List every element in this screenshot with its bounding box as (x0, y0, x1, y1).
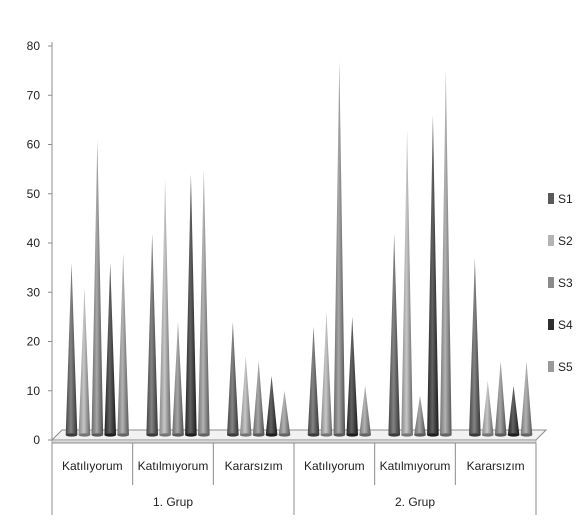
y-tick-label: 10 (27, 384, 41, 398)
bar-base-s5-cat-6 (520, 433, 533, 437)
bar-base-s1-cat-1 (65, 433, 78, 437)
bar-base-s3-cat-3 (252, 433, 265, 437)
x-category-label: Katılıyorum (62, 459, 123, 473)
y-tick-label: 60 (27, 138, 41, 152)
legend-swatch-s3 (548, 277, 554, 288)
y-tick-label: 30 (27, 285, 41, 299)
legend-swatch-s2 (548, 235, 554, 246)
bar-base-s3-cat-5 (414, 433, 426, 437)
legend: S1 S2 S3 S4 S5 (548, 192, 573, 374)
bar-base-s1-cat-4 (307, 433, 320, 437)
bar-base-s2-cat-6 (481, 433, 494, 437)
legend-swatch-s5 (548, 361, 554, 372)
bar-base-s4-cat-4 (346, 433, 359, 437)
x-category-label: Kararsızım (225, 459, 283, 473)
x-group-label: 2. Grup (395, 495, 435, 509)
bar-s5-cat-5 (440, 70, 452, 436)
legend-label-s2: S2 (558, 234, 573, 248)
y-tick-label: 20 (27, 335, 41, 349)
y-tick-label: 40 (27, 236, 41, 250)
legend-label-s1: S1 (558, 192, 573, 206)
bar-base-s1-cat-3 (227, 433, 239, 437)
bar-base-s4-cat-5 (427, 433, 439, 437)
x-category-label: Katılıyorum (304, 459, 365, 473)
bar-s1-cat-1 (65, 262, 78, 435)
bar-base-s4-cat-3 (265, 433, 278, 437)
y-tick-label: 80 (27, 39, 41, 53)
bar-s3-cat-2 (172, 321, 184, 435)
bar-s2-cat-5 (401, 129, 413, 435)
bar-s3-cat-5 (414, 395, 426, 435)
legend-swatch-s1 (548, 193, 554, 204)
bar-base-s2-cat-3 (239, 433, 252, 437)
bar-base-s5-cat-1 (117, 433, 129, 437)
legend-label-s4: S4 (558, 318, 573, 332)
bar-base-s4-cat-1 (104, 433, 117, 437)
bar-s2-cat-2 (159, 178, 171, 435)
x-axis: Katılıyorum Katılmıyorum Kararsızım Katılıy… (51, 442, 537, 515)
bar-base-s4-cat-6 (507, 433, 520, 437)
bar-base-s5-cat-3 (278, 433, 291, 437)
bar-s1-cat-2 (146, 233, 158, 435)
y-tick-label: 0 (33, 433, 40, 447)
axes: 0 10 20 30 40 50 60 70 80 (27, 39, 53, 447)
bar-base-s3-cat-2 (172, 433, 184, 437)
bar-s5-cat-3 (278, 390, 291, 435)
bar-base-s1-cat-6 (469, 433, 481, 437)
bar-s3-cat-1 (91, 139, 104, 435)
x-category-label: Katılmıyorum (138, 459, 209, 473)
bar-s1-cat-4 (307, 326, 320, 435)
bar-s3-cat-6 (494, 361, 507, 435)
bar-s4-cat-3 (265, 375, 278, 435)
bar-s1-cat-5 (388, 233, 400, 435)
legend-label-s3: S3 (558, 276, 573, 290)
bar-s2-cat-4 (320, 311, 333, 435)
bar-s4-cat-1 (104, 262, 117, 435)
bar-base-s2-cat-1 (78, 433, 91, 437)
bars (65, 60, 533, 437)
bar-base-s5-cat-5 (440, 433, 452, 437)
x-category-label: Katılmıyorum (380, 459, 451, 473)
x-category-label: Kararsızım (467, 459, 525, 473)
bar-base-s2-cat-4 (320, 433, 333, 437)
bar-base-s2-cat-5 (401, 433, 413, 437)
bar-base-s5-cat-4 (359, 433, 371, 437)
bar-base-s2-cat-2 (159, 433, 171, 437)
bar-s5-cat-6 (520, 361, 533, 435)
y-tick-label: 70 (27, 88, 41, 102)
bar-base-s3-cat-1 (91, 433, 104, 437)
bar-s1-cat-6 (469, 257, 481, 435)
bar-s4-cat-6 (507, 385, 520, 435)
bar-base-s4-cat-2 (185, 433, 197, 437)
bar-s1-cat-3 (227, 321, 239, 435)
bar-base-s5-cat-2 (198, 433, 210, 437)
bar-s5-cat-2 (198, 169, 210, 436)
bar-s4-cat-5 (427, 114, 439, 435)
bar-base-s1-cat-2 (146, 433, 158, 437)
bar-s5-cat-4 (359, 385, 371, 435)
bar-base-s3-cat-6 (494, 433, 507, 437)
bar-s4-cat-2 (185, 173, 197, 435)
y-tick-label: 50 (27, 187, 41, 201)
bar-s3-cat-3 (252, 361, 265, 435)
bar-s4-cat-4 (346, 316, 359, 435)
bar-s2-cat-3 (239, 356, 252, 435)
legend-swatch-s4 (548, 319, 554, 330)
bar-s2-cat-1 (78, 287, 91, 435)
x-group-label: 1. Grup (153, 495, 193, 509)
bar-base-s1-cat-5 (388, 433, 400, 437)
bar-base-s3-cat-4 (333, 433, 346, 437)
bar-s5-cat-1 (117, 252, 129, 435)
bar-s2-cat-6 (481, 380, 494, 435)
legend-label-s5: S5 (558, 360, 573, 374)
bar-s3-cat-4 (333, 60, 346, 435)
